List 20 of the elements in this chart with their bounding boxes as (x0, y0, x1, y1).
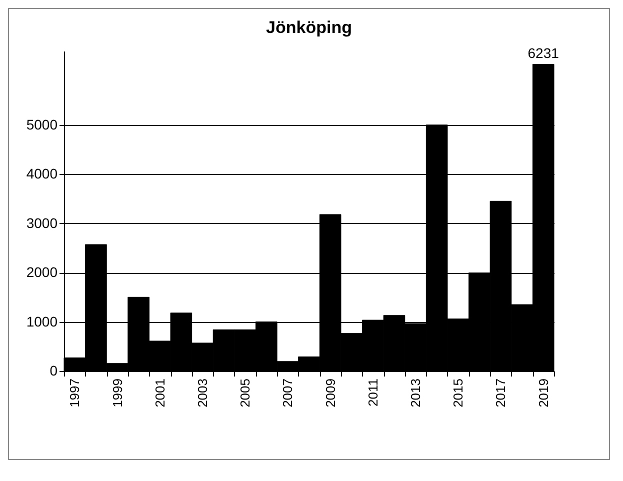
y-tick-label: 1000 (26, 313, 58, 330)
x-tick-label: 2003 (194, 378, 210, 408)
x-tick-label: 2009 (322, 378, 338, 408)
x-tick-label: 2013 (408, 378, 424, 408)
x-tick-label: 2011 (365, 378, 380, 406)
data-label: 6231 (528, 45, 560, 62)
chart-title: Jönköping (266, 18, 352, 38)
y-tick-label: 3000 (26, 214, 58, 231)
x-tick-label: 2005 (238, 378, 253, 408)
x-tick-label: 2001 (152, 378, 168, 408)
x-tick-label: 2015 (450, 378, 466, 408)
x-tick-label: 2017 (493, 378, 508, 408)
x-tick-label: 1999 (110, 378, 125, 408)
y-tick-label: 2000 (26, 264, 58, 280)
y-tick-label: 5000 (26, 116, 58, 132)
x-tick-label: 2019 (536, 378, 551, 408)
x-tick-label: 1997 (67, 378, 82, 408)
y-tick-label: 0 (50, 362, 58, 378)
x-tick-label: 2007 (280, 378, 296, 408)
y-tick-label: 4000 (26, 166, 58, 182)
